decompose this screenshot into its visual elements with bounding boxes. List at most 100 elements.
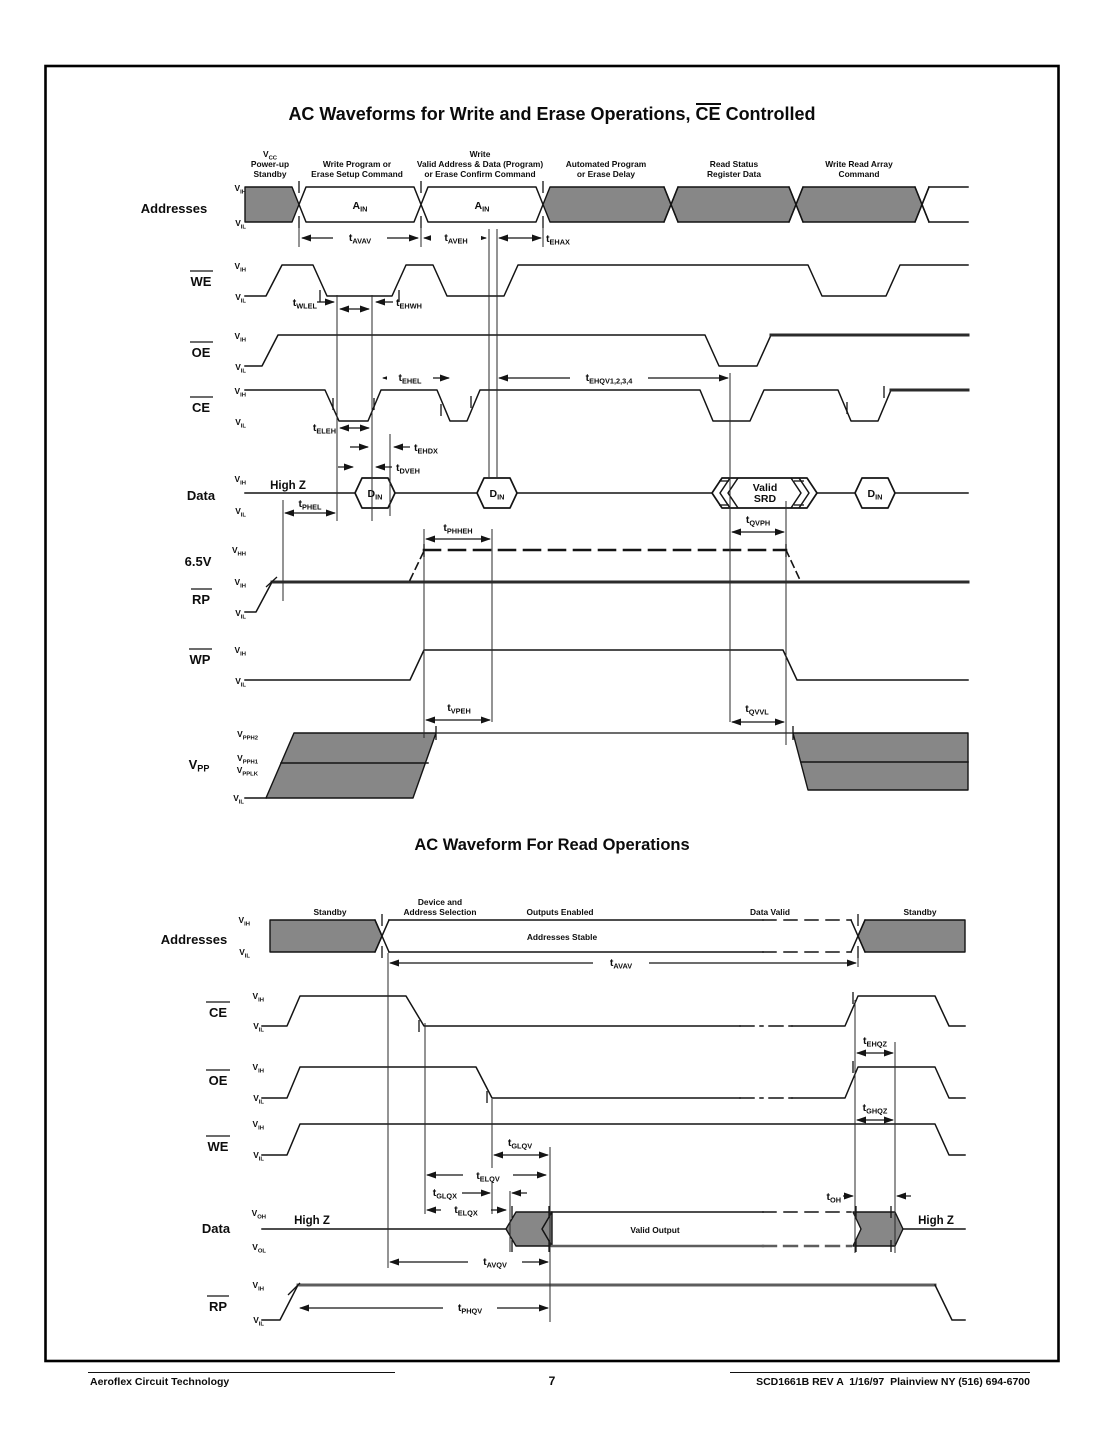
title1-post: Controlled (720, 104, 816, 124)
svg-text:Erase Setup Command: Erase Setup Command (311, 169, 403, 179)
d1-level-labels: VIH VIL VIH VIL VIH VIL VIH VIL VIH VIL … (232, 183, 259, 806)
d1-row-we: WE (191, 274, 212, 289)
d1-row-data: Data (187, 488, 216, 503)
addresses-stable-label: Addresses Stable (527, 932, 598, 942)
d2-row-addresses: Addresses (161, 932, 227, 947)
svg-text:VPPH1: VPPH1 (237, 753, 259, 766)
tehax-label: tEHAX (546, 233, 570, 247)
svg-text:Standby: Standby (253, 169, 286, 179)
svg-text:VIH: VIH (253, 1119, 264, 1132)
svg-text:Command: Command (839, 169, 880, 179)
d1-vpp-waveform (244, 732, 969, 799)
svg-text:SRD: SRD (754, 493, 777, 505)
d2-highz-left: High Z (294, 1215, 330, 1227)
title1-pre: AC Waveforms for Write and Erase Operati… (288, 104, 696, 124)
twlel-label: tWLEL (293, 297, 318, 311)
svg-text:VIL: VIL (233, 793, 244, 806)
d2-addresses-waveform: Addresses Stable (269, 919, 966, 953)
d2-tick-marks (287, 914, 892, 1296)
svg-text:VOH: VOH (252, 1208, 266, 1221)
tqvvl-label: tQVVL (745, 703, 769, 717)
d1-row-wp: WP (190, 652, 211, 667)
write-erase-title: AC Waveforms for Write and Erase Operati… (45, 103, 1059, 125)
d1-row-oe: OE (192, 345, 211, 360)
d1-row-rp: RP (192, 592, 210, 607)
tphheh-label: tPHHEH (443, 522, 472, 536)
svg-text:VIL: VIL (235, 362, 246, 375)
tphel-label: tPHEL (298, 498, 322, 512)
svg-text:VIH: VIH (235, 331, 246, 344)
d2-row-rp: RP (209, 1299, 227, 1314)
svg-text:Power-up: Power-up (251, 159, 289, 169)
page-frame (44, 64, 1060, 1363)
d2-row-data: Data (202, 1221, 231, 1236)
svg-text:Valid Address & Data (Program): Valid Address & Data (Program) (417, 159, 543, 169)
valid-srd-label: Valid (753, 482, 778, 494)
svg-text:Data Valid: Data Valid (750, 907, 790, 917)
tvpeh-label: tVPEH (447, 702, 471, 716)
svg-text:Automated Program: Automated Program (566, 159, 647, 169)
d1-wp-waveform (244, 649, 969, 681)
d2-guide-lines (387, 953, 896, 1322)
svg-text:VIL: VIL (235, 676, 246, 689)
footer-company: Aeroflex Circuit Technology (90, 1376, 230, 1388)
svg-text:VIH: VIH (235, 183, 246, 196)
d1-highz-label: High Z (270, 480, 306, 492)
d1-row-labels: Addresses WE OE CE Data 6.5V RP WP VPP (141, 201, 216, 774)
d2-row-oe: OE (209, 1073, 228, 1088)
d1-ce-waveform (244, 389, 892, 422)
svg-text:VIL: VIL (235, 292, 246, 305)
title1-ce-overbar: CE (695, 103, 721, 124)
svg-text:VPPH2: VPPH2 (237, 729, 259, 742)
svg-text:VIH: VIH (235, 261, 246, 274)
toh-label: tOH (826, 1191, 841, 1205)
tdveh-label: tDVEH (396, 462, 420, 476)
tehdx-label: tEHDX (414, 442, 438, 456)
d2-row-we: WE (208, 1139, 229, 1154)
d2-we-waveform (261, 1123, 966, 1156)
d1-row-vpp: VPP (189, 757, 210, 774)
tglqv-label: tGLQV (508, 1137, 532, 1151)
svg-text:VIL: VIL (253, 1021, 264, 1034)
svg-text:Write Read Array: Write Read Array (825, 159, 893, 169)
d1-row-65v: 6.5V (185, 554, 212, 569)
svg-text:VIH: VIH (235, 645, 246, 658)
svg-text:Standby: Standby (313, 907, 346, 917)
svg-text:VIL: VIL (235, 218, 246, 231)
read-title: AC Waveform For Read Operations (414, 836, 690, 854)
svg-text:Device and: Device and (418, 897, 462, 907)
footer-rule-left (88, 1372, 395, 1373)
d1-data-waveform: DIN DIN DIN Valid SRD High Z (244, 477, 969, 509)
svg-text:Standby: Standby (903, 907, 936, 917)
svg-text:VIL: VIL (253, 1093, 264, 1106)
d1-row-addresses: Addresses (141, 201, 207, 216)
write-erase-diagram: VCC Power-up Standby Write Program or Er… (141, 149, 970, 806)
d2-oe-waveform (261, 1066, 966, 1099)
d2-row-ce: CE (209, 1005, 227, 1020)
d1-rp-waveform (244, 548, 970, 613)
svg-text:VIL: VIL (253, 1150, 264, 1163)
d2-ce-waveform (261, 995, 966, 1027)
svg-text:or Erase Delay: or Erase Delay (577, 169, 636, 179)
tqvph-label: tQVPH (746, 514, 770, 528)
d2-phase-labels: Standby Device and Address Selection Out… (313, 897, 936, 917)
svg-text:VIH: VIH (235, 474, 246, 487)
footer-rule-right (730, 1372, 1030, 1373)
d1-oe-waveform (244, 334, 772, 367)
svg-text:VIL: VIL (235, 506, 246, 519)
d2-rp-waveform (261, 1283, 966, 1321)
svg-text:VIH: VIH (253, 1062, 264, 1075)
d2-highz-right: High Z (918, 1215, 954, 1227)
svg-text:Write Program or: Write Program or (323, 159, 392, 169)
svg-text:VIL: VIL (235, 417, 246, 430)
svg-text:VIH: VIH (235, 577, 246, 590)
read-diagram: Standby Device and Address Selection Out… (161, 897, 966, 1328)
svg-text:Write: Write (470, 149, 491, 159)
d2-timing-dimensions: tAVAV tEHQZ tGHQZ tGLQV tELQV tGLQX tELQ… (299, 956, 911, 1316)
tehqz-label: tEHQZ (863, 1035, 887, 1049)
tehwh-label: tEHWH (396, 297, 422, 311)
svg-text:VHH: VHH (232, 545, 246, 558)
svg-text:VIH: VIH (253, 1280, 264, 1293)
